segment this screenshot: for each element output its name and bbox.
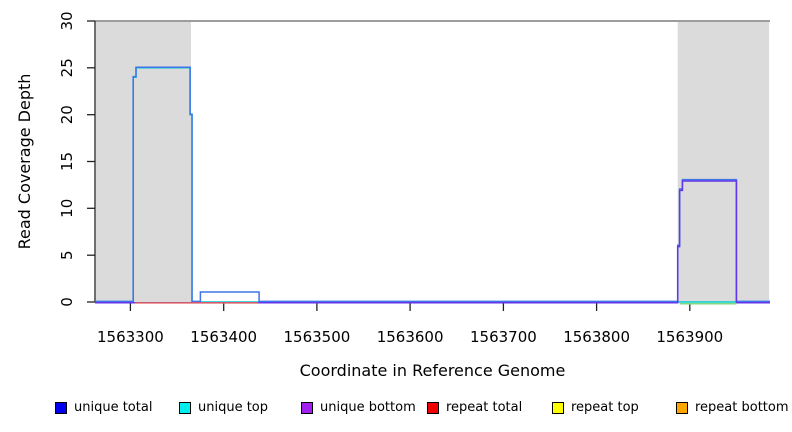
x-tick-label: 1563800 [563, 328, 630, 346]
series-unique-top [95, 67, 770, 303]
series-unique-bottom [95, 180, 770, 304]
y-axis-title: Read Coverage Depth [15, 74, 34, 250]
y-tick-label: 5 [58, 250, 76, 260]
x-tick-label: 1563600 [377, 328, 444, 346]
x-tick-label: 1563700 [470, 328, 537, 346]
shaded-region [95, 21, 191, 303]
series-unique-total [95, 66, 770, 303]
shaded-region [677, 21, 770, 303]
x-axis-title: Coordinate in Reference Genome [300, 361, 566, 380]
y-tick-label: 10 [58, 199, 76, 218]
x-tick-label: 1563400 [190, 328, 257, 346]
x-tick-label: 1563300 [97, 328, 164, 346]
y-tick-label: 20 [58, 105, 76, 124]
y-tick-label: 25 [58, 58, 76, 77]
y-tick-label: 30 [58, 11, 76, 30]
y-tick-label: 15 [58, 152, 76, 171]
x-tick-label: 1563900 [656, 328, 723, 346]
x-tick-label: 1563500 [283, 328, 350, 346]
y-tick-label: 0 [58, 297, 76, 307]
